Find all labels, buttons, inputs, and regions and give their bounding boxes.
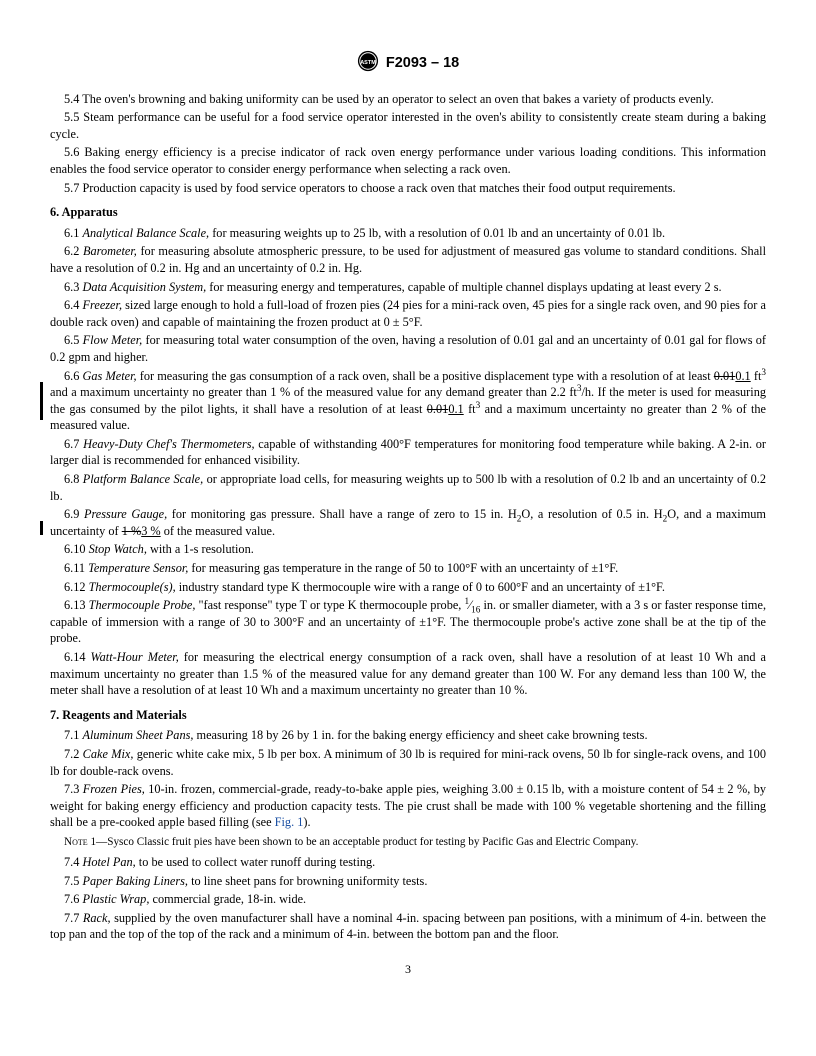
term: Platform Balance Scale,	[83, 472, 203, 486]
frac-num: 1	[464, 596, 469, 606]
para-5-4: 5.4 The oven's browning and baking unifo…	[50, 91, 766, 108]
body: ft	[751, 369, 762, 383]
para-6-3: 6.3 Data Acquisition System, for measuri…	[50, 279, 766, 296]
para-7-6: 7.6 Plastic Wrap, commercial grade, 18-i…	[50, 891, 766, 908]
body: for measuring the gas consumption of a r…	[137, 369, 714, 383]
body: supplied by the oven manufacturer shall …	[50, 911, 766, 942]
body: to be used to collect water runoff durin…	[136, 855, 376, 869]
term: Aluminum Sheet Pans,	[82, 728, 193, 742]
old-val: 0.01	[427, 402, 449, 416]
body: "fast response" type T or type K thermoc…	[195, 598, 464, 612]
para-5-6: 5.6 Baking energy efficiency is a precis…	[50, 144, 766, 177]
term: Gas Meter,	[83, 369, 137, 383]
para-6-4: 6.4 Freezer, sized large enough to hold …	[50, 297, 766, 330]
term: Cake Mix,	[83, 747, 134, 761]
para-7-1: 7.1 Aluminum Sheet Pans, measuring 18 by…	[50, 727, 766, 744]
term: Stop Watch,	[89, 542, 147, 556]
term: Temperature Sensor,	[88, 561, 188, 575]
body: for measuring energy and temperatures, c…	[206, 280, 721, 294]
body: for measuring gas temperature in the ran…	[188, 561, 618, 575]
para-7-3: 7.3 Frozen Pies, 10-in. frozen, commerci…	[50, 781, 766, 831]
body: ft	[464, 402, 476, 416]
old-val: 1 %	[122, 524, 141, 538]
body: ).	[303, 815, 310, 829]
para-6-1: 6.1 Analytical Balance Scale, for measur…	[50, 225, 766, 242]
term: Plastic Wrap,	[82, 892, 149, 906]
term: Frozen Pies,	[83, 782, 145, 796]
change-bar	[40, 521, 43, 535]
body: industry standard type K thermocouple wi…	[176, 580, 665, 594]
body: commercial grade, 18-in. wide.	[149, 892, 306, 906]
page-number: 3	[50, 961, 766, 977]
term: Paper Baking Liners,	[82, 874, 188, 888]
para-6-11: 6.11 Temperature Sensor, for measuring g…	[50, 560, 766, 577]
old-val: 0.01	[714, 369, 736, 383]
term: Analytical Balance Scale,	[82, 226, 209, 240]
term: Thermocouple Probe,	[89, 598, 196, 612]
para-6-9-wrap: 6.9 Pressure Gauge, for monitoring gas p…	[50, 506, 766, 539]
para-6-2: 6.2 Barometer, for measuring absolute at…	[50, 243, 766, 276]
svg-text:ASTM: ASTM	[360, 60, 376, 66]
section-7-head: 7. Reagents and Materials	[50, 707, 766, 724]
document-page: ASTM F2093 – 18 5.4 The oven's browning …	[0, 0, 816, 1007]
body: to line sheet pans for browning uniformi…	[188, 874, 427, 888]
para-6-8: 6.8 Platform Balance Scale, or appropria…	[50, 471, 766, 504]
para-7-4: 7.4 Hotel Pan, to be used to collect wat…	[50, 854, 766, 871]
term: Barometer,	[83, 244, 137, 258]
doc-header: ASTM F2093 – 18	[50, 50, 766, 77]
para-6-14: 6.14 Watt-Hour Meter, for measuring the …	[50, 649, 766, 699]
para-5-7: 5.7 Production capacity is used by food …	[50, 180, 766, 197]
para-7-5: 7.5 Paper Baking Liners, to line sheet p…	[50, 873, 766, 890]
note-body: 1—Sysco Classic fruit pies have been sho…	[88, 836, 639, 848]
term: Watt-Hour Meter,	[91, 650, 179, 664]
body: for measuring total water consumption of…	[50, 333, 766, 364]
body: for measuring weights up to 25 lb, with …	[209, 226, 665, 240]
body: generic white cake mix, 5 lb per box. A …	[50, 747, 766, 778]
term: Flow Meter,	[83, 333, 143, 347]
new-val: 3 %	[141, 524, 160, 538]
para-6-10: 6.10 Stop Watch, with a 1-s resolution.	[50, 541, 766, 558]
term: Data Acquisition System,	[82, 280, 206, 294]
body: and a maximum uncertainty no greater tha…	[50, 385, 577, 399]
para-7-7: 7.7 Rack, supplied by the oven manufactu…	[50, 910, 766, 943]
body: O, a resolution of 0.5 in. H	[521, 507, 662, 521]
term: Thermocouple(s),	[89, 580, 176, 594]
term: Hotel Pan,	[82, 855, 135, 869]
astm-logo: ASTM	[357, 50, 379, 77]
doc-id: F2093 – 18	[386, 54, 459, 74]
para-6-13: 6.13 Thermocouple Probe, "fast response"…	[50, 597, 766, 647]
para-6-12: 6.12 Thermocouple(s), industry standard …	[50, 579, 766, 596]
body: 10-in. frozen, commercial-grade, ready-t…	[50, 782, 766, 829]
para-6-9: 6.9 Pressure Gauge, for monitoring gas p…	[50, 506, 766, 539]
frac-den: 16	[471, 605, 480, 615]
body: sized large enough to hold a full-load o…	[50, 298, 766, 329]
para-6-6: 6.6 Gas Meter, for measuring the gas con…	[50, 368, 766, 434]
section-6-head: 6. Apparatus	[50, 204, 766, 221]
body: for measuring absolute atmospheric press…	[50, 244, 766, 275]
para-6-7: 6.7 Heavy-Duty Chef's Thermometers, capa…	[50, 436, 766, 469]
para-5-5: 5.5 Steam performance can be useful for …	[50, 109, 766, 142]
para-7-2: 7.2 Cake Mix, generic white cake mix, 5 …	[50, 746, 766, 779]
change-bar	[40, 382, 43, 420]
term: Heavy-Duty Chef's Thermometers,	[83, 437, 255, 451]
figure-ref[interactable]: Fig. 1	[275, 815, 304, 829]
body: with a 1-s resolution.	[147, 542, 254, 556]
note-1: Note 1—Sysco Classic fruit pies have bee…	[50, 835, 766, 850]
term: Pressure Gauge,	[84, 507, 167, 521]
para-6-5: 6.5 Flow Meter, for measuring total wate…	[50, 332, 766, 365]
term: Freezer,	[83, 298, 123, 312]
new-val: 0.1	[448, 402, 463, 416]
body: for monitoring gas pressure. Shall have …	[167, 507, 517, 521]
note-label: Note	[64, 836, 88, 848]
para-6-6-wrap: 6.6 Gas Meter, for measuring the gas con…	[50, 368, 766, 434]
new-val: 0.1	[735, 369, 750, 383]
body: of the measured value.	[161, 524, 275, 538]
body: measuring 18 by 26 by 1 in. for the baki…	[193, 728, 647, 742]
term: Rack,	[83, 911, 111, 925]
